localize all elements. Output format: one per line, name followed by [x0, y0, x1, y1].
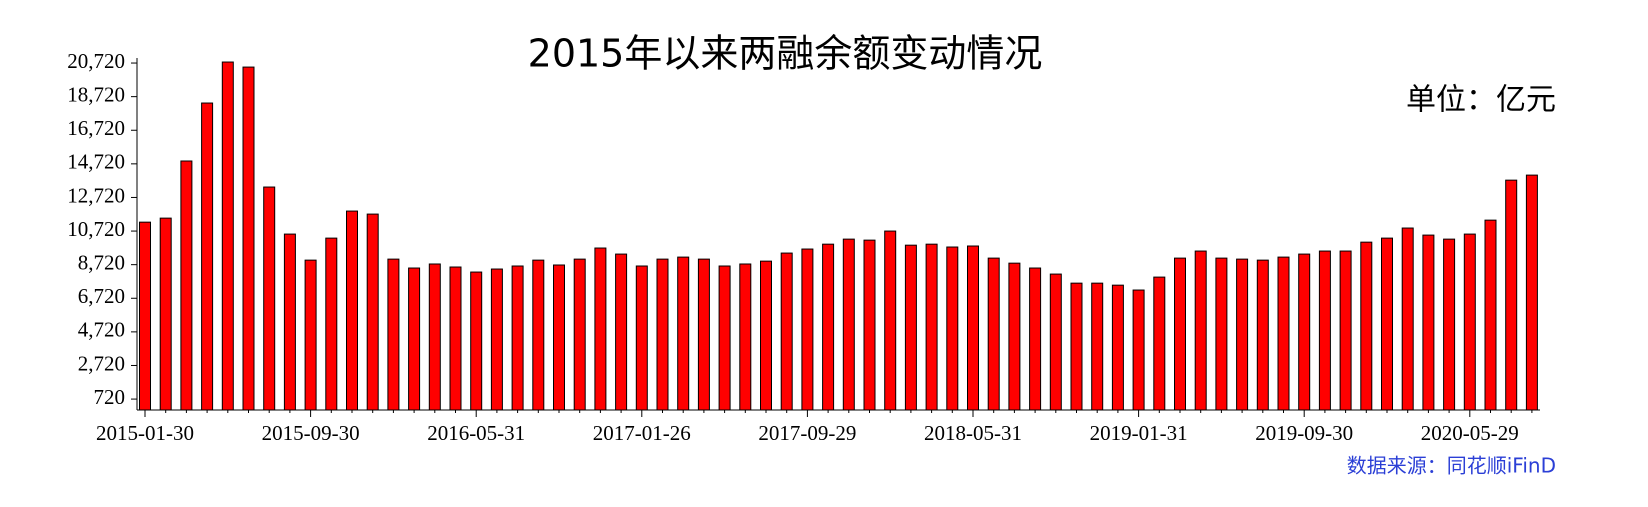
y-tick-label: 8,720 — [78, 250, 125, 274]
bar — [428, 263, 441, 411]
x-tick-label: 2017-01-26 — [593, 421, 691, 445]
bar — [1422, 234, 1435, 411]
bar — [1277, 256, 1290, 411]
bar — [408, 267, 421, 411]
y-tick-label: 10,720 — [67, 217, 125, 241]
bar — [221, 61, 234, 411]
bar — [656, 258, 669, 411]
bar — [573, 258, 586, 411]
bar — [1215, 257, 1228, 411]
bar — [490, 268, 503, 411]
bar — [1194, 250, 1207, 411]
chart-title: 2015年以来两融余额变动情况 — [528, 32, 1043, 76]
y-tick-label: 14,720 — [67, 150, 125, 174]
bar — [884, 230, 897, 411]
bar — [635, 265, 648, 411]
bar — [1174, 257, 1186, 411]
bar — [283, 233, 296, 411]
y-tick-label: 720 — [94, 385, 126, 409]
bar — [201, 102, 214, 411]
bar — [470, 271, 483, 411]
x-tick-label: 2019-01-31 — [1090, 421, 1188, 445]
x-tick-label: 2015-01-30 — [96, 421, 194, 445]
x-tick-label: 2020-05-29 — [1421, 421, 1519, 445]
bar — [1029, 267, 1042, 411]
y-tick-label: 6,720 — [78, 284, 125, 308]
bar — [1463, 233, 1476, 411]
bar — [553, 264, 565, 411]
y-tick-label: 4,720 — [78, 318, 125, 342]
bar — [263, 186, 276, 411]
bar — [325, 237, 338, 411]
y-tick-label: 12,720 — [67, 183, 125, 207]
bar — [1236, 258, 1249, 411]
bar — [1091, 282, 1104, 411]
bar — [1318, 250, 1331, 411]
bar — [925, 243, 938, 411]
bar — [677, 256, 690, 411]
bar — [532, 259, 545, 411]
bar — [1381, 237, 1393, 411]
x-tick-label: 2019-09-30 — [1255, 421, 1353, 445]
bar — [904, 244, 917, 411]
y-tick-label: 2,720 — [78, 351, 125, 375]
bar — [1070, 282, 1083, 411]
bar — [863, 239, 876, 411]
bar — [1525, 174, 1538, 411]
bar — [1505, 179, 1518, 411]
source-note: 数据来源：同花顺iFinD — [1347, 454, 1556, 478]
bar — [139, 221, 151, 411]
bar — [1360, 241, 1373, 411]
bar — [1298, 253, 1311, 411]
bar — [739, 263, 752, 411]
unit-label: 单位：亿元 — [1406, 83, 1556, 118]
bar — [801, 248, 814, 411]
bar — [1339, 250, 1352, 411]
bar — [987, 257, 1000, 411]
y-tick-label: 20,720 — [67, 49, 125, 73]
bar — [180, 160, 193, 411]
bar — [822, 243, 835, 411]
bar — [1049, 273, 1062, 411]
bar — [946, 246, 959, 411]
bar — [615, 253, 628, 411]
x-tick-label: 2018-05-31 — [924, 421, 1022, 445]
bar — [718, 265, 731, 411]
y-tick-label: 18,720 — [67, 82, 125, 106]
x-tick-label: 2016-05-31 — [427, 421, 525, 445]
bar — [780, 252, 793, 411]
bar — [387, 258, 400, 411]
bar — [1132, 289, 1145, 411]
bar — [1008, 262, 1021, 411]
bar — [1484, 219, 1497, 411]
bar — [760, 260, 772, 411]
bar — [1443, 238, 1456, 411]
bar — [1256, 259, 1269, 411]
bar — [346, 210, 358, 411]
bar — [1153, 276, 1166, 411]
x-tick-label: 2015-09-30 — [262, 421, 360, 445]
bar — [967, 245, 979, 411]
x-tick-label: 2017-09-29 — [758, 421, 856, 445]
bar — [842, 238, 855, 411]
bar — [1111, 284, 1124, 411]
bar — [366, 213, 379, 411]
y-tick-label: 16,720 — [67, 116, 125, 140]
bar — [511, 265, 524, 411]
bar — [1401, 227, 1414, 411]
bar — [594, 247, 607, 411]
bar — [697, 258, 710, 411]
bar — [242, 66, 255, 411]
bar — [304, 259, 317, 411]
bar — [159, 217, 172, 411]
bar — [449, 266, 462, 411]
